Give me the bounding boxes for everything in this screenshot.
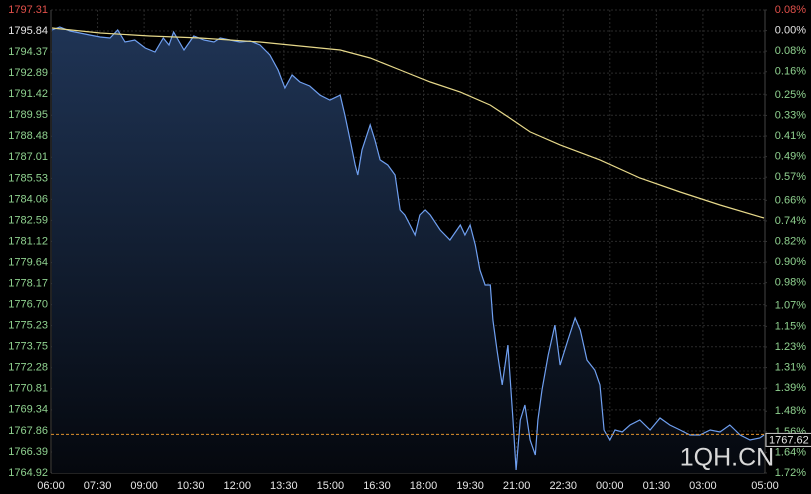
y2-tick-label: 1.07% (775, 300, 806, 312)
y-tick-label: 1794.37 (8, 46, 48, 58)
y2-tick-label: 0.16% (775, 66, 806, 78)
y-tick-label: 1766.39 (8, 446, 48, 458)
x-tick-label: 22:30 (549, 480, 577, 492)
x-tick-label: 15:00 (317, 480, 345, 492)
x-tick-label: 10:30 (177, 480, 205, 492)
y2-tick-label: 0.74% (775, 215, 806, 227)
last-price-box (765, 432, 811, 447)
x-tick-label: 00:00 (596, 480, 624, 492)
y-tick-label: 1769.34 (8, 404, 48, 416)
y-tick-label: 1776.70 (8, 299, 48, 311)
price-line (51, 27, 765, 219)
x-tick-label: 06:00 (37, 480, 65, 492)
y-tick-label: 1773.75 (8, 341, 48, 353)
y-tick-label: 1764.92 (8, 467, 48, 479)
y2-tick-label: 0.25% (775, 89, 806, 101)
axis-labels: 1797.31 1795.84 1794.37 1792.89 1791.42 1789.… (8, 4, 811, 492)
y2-tick-label: 1.15% (775, 320, 806, 332)
x-tick-label: 13:30 (270, 480, 298, 492)
y2-tick-label: 0.33% (775, 109, 806, 121)
y-tick-label: 1789.95 (8, 109, 48, 121)
y-tick-label: 1778.17 (8, 278, 48, 290)
y2-tick-label: 1.39% (775, 382, 806, 394)
x-tick-label: 12:00 (223, 480, 251, 492)
watermark: 1QH.CN (680, 444, 774, 472)
y-tick-label: 1767.86 (8, 425, 48, 437)
y-tick-label: 1784.06 (8, 193, 48, 205)
y-tick-label: 1781.12 (8, 235, 48, 247)
y2-tick-label: 1.72% (775, 467, 806, 479)
y-tick-label: 1792.89 (8, 67, 48, 79)
y2-tick-label: 1.31% (775, 361, 806, 373)
y-tick-label: 1797.31 (8, 4, 48, 16)
x-tick-label: 05:00 (751, 480, 779, 492)
last-price-label: 1767.62 (769, 434, 809, 446)
x-tick-label: 09:00 (130, 480, 158, 492)
y-tick-label: 1772.28 (8, 362, 48, 374)
y2-tick-label: 0.08% (775, 4, 806, 16)
x-tick-label: 19:30 (456, 480, 484, 492)
y-tick-label: 1791.42 (8, 88, 48, 100)
y-tick-label: 1775.23 (8, 320, 48, 332)
y2-tick-label: 1.23% (775, 341, 806, 353)
y-tick-label: 1779.64 (8, 256, 48, 268)
y2-tick-label: 1.64% (775, 446, 806, 458)
y2-tick-label: 0.90% (775, 256, 806, 268)
plot-area (51, 26, 765, 473)
y2-tick-label: 0.41% (775, 130, 806, 142)
y-tick-label: 1770.81 (8, 383, 48, 395)
y-tick-label: 1795.84 (8, 25, 48, 37)
y2-tick-label: 0.98% (775, 277, 806, 289)
x-tick-label: 18:00 (410, 480, 438, 492)
x-tick-label: 16:30 (363, 480, 391, 492)
x-tick-label: 07:30 (84, 480, 112, 492)
y2-tick-label: 0.66% (775, 194, 806, 206)
y-tick-label: 1782.59 (8, 214, 48, 226)
y2-tick-label: 0.00% (775, 24, 806, 36)
x-tick-label: 01:30 (643, 480, 671, 492)
y2-tick-label: 0.08% (775, 45, 806, 57)
y-tick-label: 1785.53 (8, 172, 48, 184)
y-tick-label: 1788.48 (8, 130, 48, 142)
x-tick-label: 21:00 (503, 480, 531, 492)
y2-tick-label: 0.57% (775, 171, 806, 183)
area-shading (52, 27, 764, 473)
y2-tick-label: 0.82% (775, 235, 806, 247)
y2-tick-label: 0.49% (775, 151, 806, 163)
y-tick-label: 1787.01 (8, 151, 48, 163)
y2-tick-label: 1.48% (775, 405, 806, 417)
x-tick-label: 03:00 (689, 480, 717, 492)
